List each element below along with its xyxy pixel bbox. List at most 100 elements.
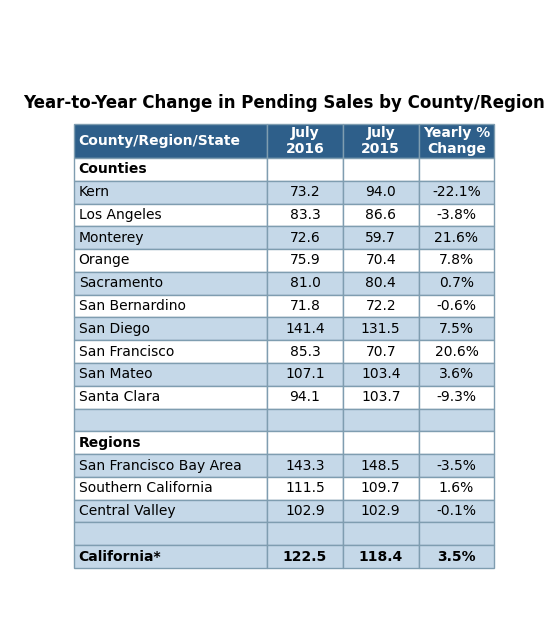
Text: Counties: Counties <box>79 162 147 176</box>
Bar <box>74 363 267 386</box>
Text: County/Region/State: County/Region/State <box>79 134 240 148</box>
Bar <box>267 317 343 340</box>
Bar <box>343 204 419 226</box>
Text: Kern: Kern <box>79 185 110 199</box>
Text: 21.6%: 21.6% <box>434 231 479 245</box>
Bar <box>419 158 494 181</box>
Bar <box>74 340 267 363</box>
Bar <box>343 340 419 363</box>
Bar <box>419 124 494 158</box>
Bar <box>343 500 419 522</box>
Bar <box>343 317 419 340</box>
Bar <box>74 158 267 181</box>
Text: 131.5: 131.5 <box>361 322 401 336</box>
Text: Sacramento: Sacramento <box>79 276 163 290</box>
Text: Yearly %
Change: Yearly % Change <box>423 126 490 156</box>
Text: 102.9: 102.9 <box>361 504 401 518</box>
Bar <box>267 249 343 272</box>
Bar <box>343 272 419 295</box>
Text: 72.6: 72.6 <box>290 231 320 245</box>
Text: -0.1%: -0.1% <box>437 504 476 518</box>
Bar <box>267 500 343 522</box>
Text: 59.7: 59.7 <box>365 231 396 245</box>
Text: 107.1: 107.1 <box>285 367 325 381</box>
Bar <box>267 408 343 431</box>
Bar <box>74 408 267 431</box>
Text: -22.1%: -22.1% <box>432 185 481 199</box>
Text: Southern California: Southern California <box>79 481 212 495</box>
Text: -9.3%: -9.3% <box>437 390 476 404</box>
Bar <box>267 226 343 249</box>
Bar <box>267 477 343 500</box>
Text: 143.3: 143.3 <box>285 458 325 472</box>
Bar <box>419 295 494 317</box>
Bar <box>419 249 494 272</box>
Text: 7.5%: 7.5% <box>439 322 474 336</box>
Text: July
2015: July 2015 <box>361 126 400 156</box>
Bar <box>74 500 267 522</box>
Text: 81.0: 81.0 <box>290 276 320 290</box>
Bar <box>343 431 419 454</box>
Text: 103.4: 103.4 <box>361 367 401 381</box>
Bar <box>74 226 267 249</box>
Text: 70.7: 70.7 <box>366 345 396 358</box>
Bar <box>267 431 343 454</box>
Bar <box>419 226 494 249</box>
Bar <box>343 295 419 317</box>
Bar <box>74 386 267 408</box>
Text: 3.6%: 3.6% <box>439 367 474 381</box>
Text: -3.5%: -3.5% <box>437 458 476 472</box>
Bar <box>267 272 343 295</box>
Bar <box>267 386 343 408</box>
Text: -0.6%: -0.6% <box>437 299 476 313</box>
Text: Orange: Orange <box>79 253 130 267</box>
Text: 122.5: 122.5 <box>283 549 327 563</box>
Text: 85.3: 85.3 <box>290 345 320 358</box>
Bar <box>74 522 267 545</box>
Bar <box>267 295 343 317</box>
Text: 94.0: 94.0 <box>365 185 396 199</box>
Bar <box>419 272 494 295</box>
Bar <box>74 431 267 454</box>
Text: 1.6%: 1.6% <box>439 481 474 495</box>
Bar <box>74 454 267 477</box>
Bar <box>343 386 419 408</box>
Text: Monterey: Monterey <box>79 231 144 245</box>
Text: -3.8%: -3.8% <box>437 208 476 222</box>
Text: July
2016: July 2016 <box>286 126 324 156</box>
Bar <box>419 477 494 500</box>
Text: 141.4: 141.4 <box>285 322 325 336</box>
Text: 111.5: 111.5 <box>285 481 325 495</box>
Bar <box>267 522 343 545</box>
Bar <box>419 408 494 431</box>
Text: San Mateo: San Mateo <box>79 367 152 381</box>
Bar <box>267 181 343 204</box>
Text: 72.2: 72.2 <box>366 299 396 313</box>
Bar <box>74 545 267 568</box>
Text: 70.4: 70.4 <box>366 253 396 267</box>
Bar <box>419 204 494 226</box>
Text: Regions: Regions <box>79 436 141 450</box>
Text: 118.4: 118.4 <box>358 549 403 563</box>
Bar <box>267 204 343 226</box>
Bar <box>74 272 267 295</box>
Bar <box>419 522 494 545</box>
Text: Year-to-Year Change in Pending Sales by County/Region: Year-to-Year Change in Pending Sales by … <box>23 94 545 112</box>
Text: San Francisco Bay Area: San Francisco Bay Area <box>79 458 242 472</box>
Text: San Diego: San Diego <box>79 322 150 336</box>
Text: 103.7: 103.7 <box>361 390 401 404</box>
Bar <box>74 477 267 500</box>
Text: 83.3: 83.3 <box>290 208 320 222</box>
Bar <box>343 363 419 386</box>
Bar <box>343 124 419 158</box>
Bar <box>419 363 494 386</box>
Bar <box>419 500 494 522</box>
Bar <box>267 340 343 363</box>
Text: 80.4: 80.4 <box>365 276 396 290</box>
Text: California*: California* <box>79 549 161 563</box>
Bar <box>343 249 419 272</box>
Bar <box>419 454 494 477</box>
Bar <box>74 124 267 158</box>
Text: 0.7%: 0.7% <box>439 276 474 290</box>
Text: 20.6%: 20.6% <box>434 345 478 358</box>
